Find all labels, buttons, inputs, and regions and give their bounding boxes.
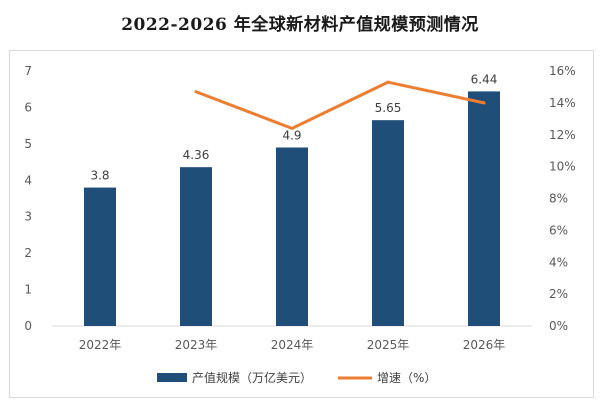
growth-point: [482, 101, 486, 105]
bar-data-label: 3.8: [90, 169, 109, 183]
y-right-tick-label: 6%: [549, 223, 568, 237]
x-tick-label: 2025年: [367, 338, 410, 352]
bar: [468, 91, 500, 327]
growth-point: [194, 90, 198, 94]
legend-swatch-bar: [157, 373, 187, 382]
y-right-tick-label: 0%: [549, 319, 568, 333]
growth-line: [194, 80, 486, 130]
y-right-tick-label: 16%: [549, 64, 576, 78]
bar-data-label: 4.9: [282, 129, 301, 143]
chart-title: 2022-2026 年全球新材料产值规模预测情况: [121, 15, 479, 35]
x-tick-label: 2024年: [271, 338, 314, 352]
y-left-tick-label: 7: [24, 64, 32, 78]
bar: [276, 147, 308, 326]
bar-data-label: 4.36: [183, 148, 210, 162]
y-right-tick-label: 2%: [549, 287, 568, 301]
y-right-tick-label: 8%: [549, 192, 568, 206]
y-left-tick-label: 2: [24, 246, 32, 260]
y-left-tick-label: 5: [24, 137, 32, 151]
bar: [372, 120, 404, 326]
bar: [84, 187, 116, 326]
y-right-tick-label: 4%: [549, 255, 568, 269]
growth-point: [290, 126, 294, 130]
x-tick-label: 2026年: [463, 338, 506, 352]
y-right-tick-label: 12%: [549, 128, 576, 142]
x-tick-label: 2022年: [79, 338, 122, 352]
bar: [180, 167, 212, 326]
legend-label-bar: 产值规模（万亿美元）: [192, 370, 312, 385]
bar-data-label: 5.65: [375, 101, 402, 115]
y-left-tick-label: 3: [24, 210, 32, 224]
growth-point: [386, 80, 390, 84]
x-tick-label: 2023年: [175, 338, 218, 352]
y-right-tick-label: 14%: [549, 96, 576, 110]
bar-data-label: 6.44: [471, 72, 498, 86]
y-left-tick-label: 4: [24, 173, 32, 187]
y-left-tick-label: 6: [24, 100, 32, 114]
y-left-tick-label: 0: [24, 319, 32, 333]
y-right-tick-label: 10%: [549, 160, 576, 174]
legend-label-line: 增速（%）: [377, 371, 436, 385]
y-left-tick-label: 1: [24, 283, 32, 297]
